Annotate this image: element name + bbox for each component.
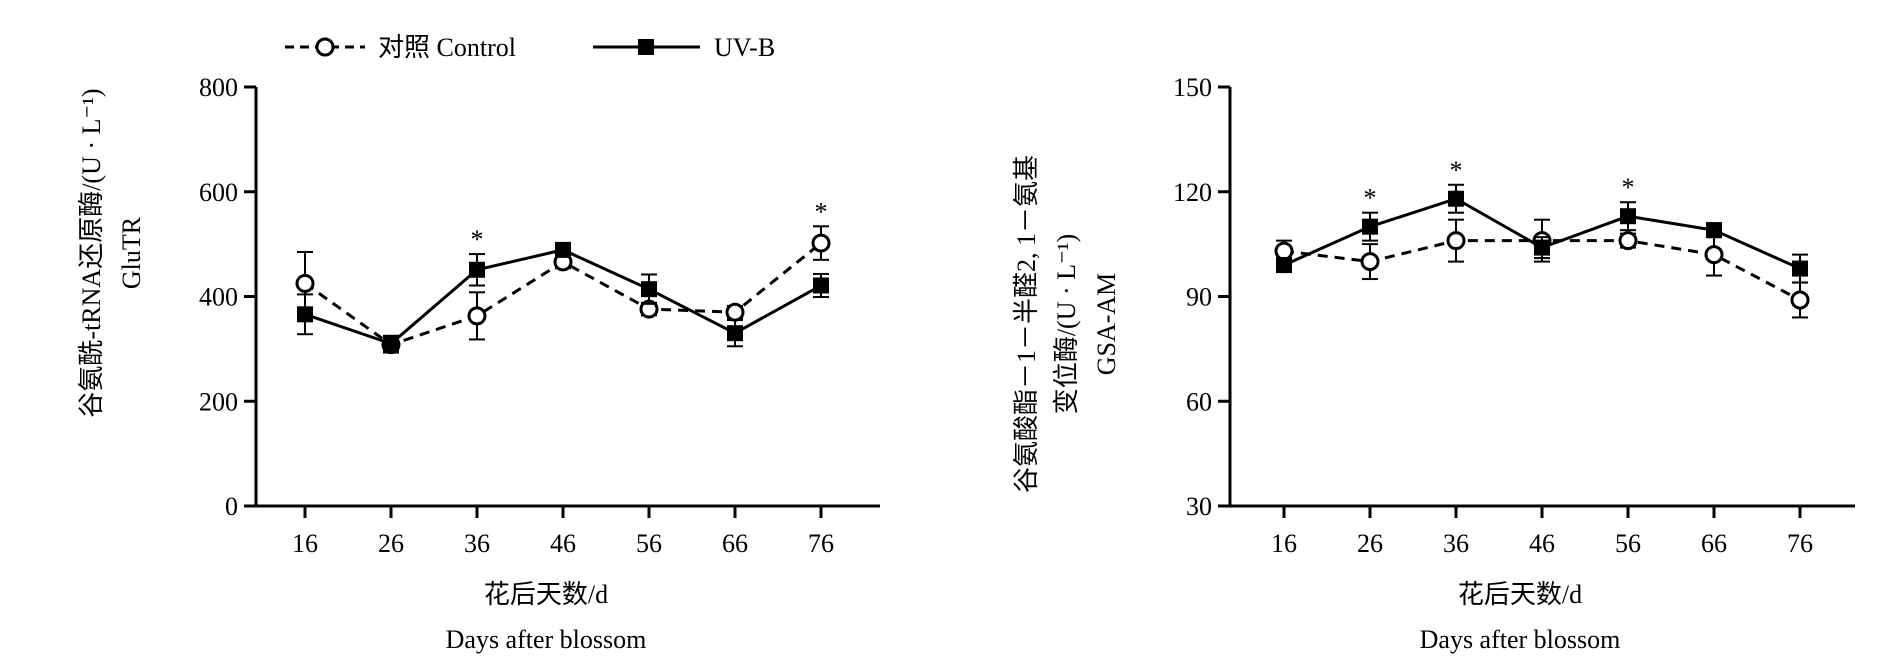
chart-gluTR: 谷氨酰-tRNA还原酶/(U · L⁻¹) GluTR 花后天数/d Days … [77,73,880,654]
chart-gsaam-series-1-point-1 [1362,218,1378,235]
chart-gluTR-xtick-label-5: 66 [722,529,748,558]
chart-gluTR-significance-0: * [471,225,484,254]
legend: 对照 Control UV-B [285,33,775,62]
chart-gluTR-ytick-label-4: 800 [199,73,238,102]
chart-gluTR-series-0-point-5 [725,302,745,322]
chart-gluTR-series-1-point-6 [813,277,829,294]
chart-gluTR-series-0-point-0 [295,273,315,293]
chart-gsaam-series-0-point-5 [1704,245,1724,265]
chart-gluTR-xtick-label-3: 46 [550,529,576,558]
chart-gsaam-xtick-label-3: 46 [1529,529,1555,558]
chart-gluTR-xtick-label-6: 76 [808,529,834,558]
chart-gluTR-ytick-label-3: 600 [199,178,238,207]
chart-gluTR-series-1-point-1 [383,335,399,352]
chart-gsaam-xtick-label-1: 26 [1357,529,1383,558]
chart-gsaam-ytick-label-0: 30 [1186,492,1212,521]
chart-gsaam-ytick-label-3: 120 [1173,178,1212,207]
chart-gsaam-xtick-label-5: 66 [1701,529,1727,558]
chart-gsaam-significance-1: * [1450,156,1463,185]
chart-gsaam-xtick-label-4: 56 [1615,529,1641,558]
chart-gsaam-series-0-point-1 [1360,252,1380,272]
chart-gluTR-xlabel-line-2: Days after blossom [446,625,647,654]
legend-uvb-label: UV-B [714,33,775,62]
chart-gluTR-series-1-point-4 [641,281,657,298]
chart-gsaam-xtick-label-2: 36 [1443,529,1469,558]
chart-gluTR-xtick-label-2: 36 [464,529,490,558]
chart-gsaam-ylabel-line-3: GSA-AM [1092,273,1121,376]
chart-gluTR-series-0-point-6 [811,233,831,253]
chart-gsaam-series-1-point-4 [1620,208,1636,225]
chart-gsaam-ylabel: 谷氨酸酯－1－半醛2, 1－氨基 变位酶/(U · L⁻¹) GSA-AM [1012,155,1121,493]
legend-uvb-marker [638,39,654,55]
chart-gsaam-series-1-point-6 [1792,260,1808,277]
chart-gluTR-ytick-label-2: 400 [199,283,238,312]
chart-gluTR-ytick-label-0: 0 [225,492,238,521]
chart-gluTR-series-1-point-3 [555,241,571,258]
chart-gluTR-series-1-point-0 [297,306,313,323]
chart-gluTR-series-1-point-2 [469,261,485,278]
chart-gsaam: 谷氨酸酯－1－半醛2, 1－氨基 变位酶/(U · L⁻¹) GSA-AM 花后… [1012,73,1855,654]
chart-gsaam-xtick-label-6: 76 [1787,529,1813,558]
chart-gluTR-ylabel: 谷氨酰-tRNA还原酶/(U · L⁻¹) GluTR [77,88,146,417]
chart-gsaam-series-1-point-3 [1534,239,1550,256]
chart-gsaam-ytick-label-1: 60 [1186,387,1212,416]
chart-gsaam-series-0-point-0 [1274,241,1294,261]
chart-gsaam-significance-2: * [1622,173,1635,202]
chart-gsaam-series-0-point-2 [1446,231,1466,251]
chart-gsaam-series-1-point-5 [1706,222,1722,239]
chart-gsaam-ytick-label-4: 150 [1173,73,1212,102]
chart-gluTR-ylabel-line-2: GluTR [117,216,146,289]
chart-gluTR-ylabel-line-1: 谷氨酰-tRNA还原酶/(U · L⁻¹) [77,88,106,417]
chart-gluTR-xtick-label-1: 26 [378,529,404,558]
chart-gsaam-xlabel-line-1: 花后天数/d [1458,580,1582,609]
chart-gluTR-series-1 [297,241,829,353]
chart-gsaam-series-1-point-2 [1448,190,1464,207]
chart-gluTR-xlabel-line-1: 花后天数/d [484,580,608,609]
chart-gluTR-xtick-label-4: 56 [636,529,662,558]
chart-gsaam-series-1-point-0 [1276,257,1292,274]
chart-gsaam-series-0-point-6 [1790,290,1810,310]
chart-gsaam-xtick-label-0: 16 [1271,529,1297,558]
chart-gsaam-ylabel-line-2: 变位酶/(U · L⁻¹) [1052,234,1081,414]
legend-control-label: 对照 Control [378,33,516,62]
chart-gluTR-ytick-label-1: 200 [199,387,238,416]
chart-gluTR-xtick-label-0: 16 [292,529,318,558]
chart-gsaam-ytick-label-2: 90 [1186,283,1212,312]
legend-control-marker [315,37,335,57]
chart-gluTR-significance-1: * [815,197,828,226]
chart-gsaam-xlabel-line-2: Days after blossom [1420,625,1621,654]
chart-gsaam-significance-0: * [1364,184,1377,213]
chart-gsaam-series-0-point-4 [1618,231,1638,251]
chart-gsaam-ylabel-line-1: 谷氨酸酯－1－半醛2, 1－氨基 [1012,155,1041,493]
chart-gluTR-series-0-point-2 [467,306,487,326]
chart-gluTR-series-1-point-5 [727,325,743,342]
chart-gsaam-series-1 [1276,183,1808,284]
